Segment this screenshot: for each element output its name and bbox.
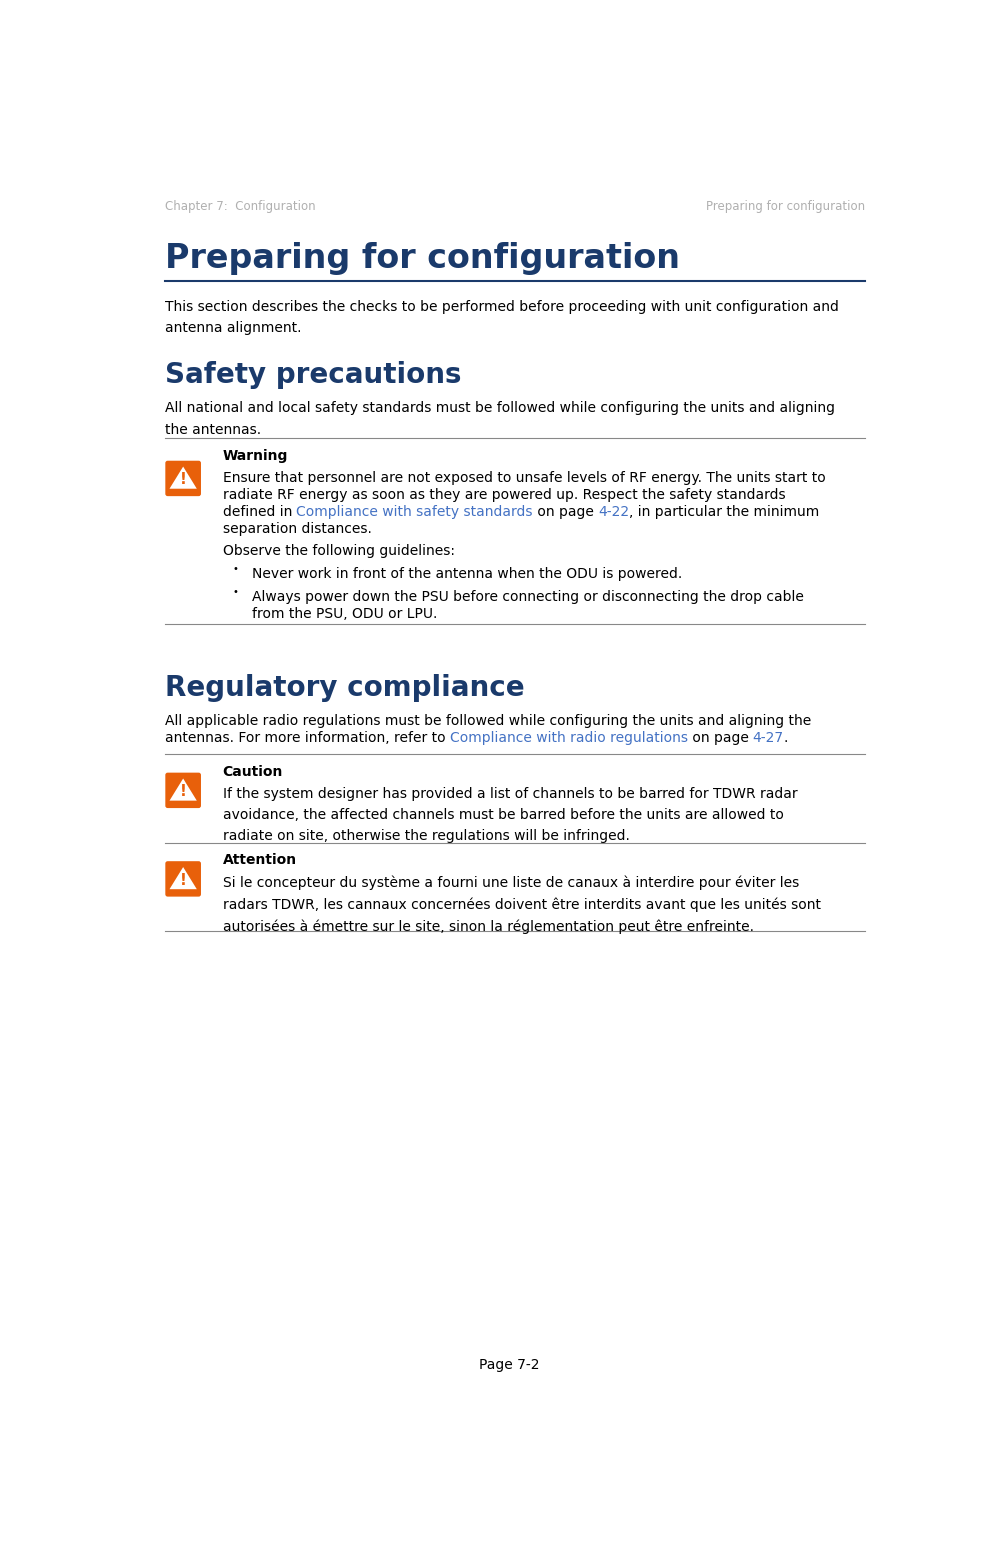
Text: All national and local safety standards must be followed while configuring the u: All national and local safety standards …	[165, 401, 835, 437]
Text: defined in: defined in	[223, 505, 296, 519]
Text: on page: on page	[533, 505, 598, 519]
Polygon shape	[171, 869, 195, 888]
Text: •: •	[233, 588, 239, 597]
Text: .: .	[784, 731, 788, 745]
Text: This section describes the checks to be performed before proceeding with unit co: This section describes the checks to be …	[165, 300, 838, 334]
Polygon shape	[171, 468, 195, 488]
Text: !: !	[180, 872, 187, 888]
Text: Always power down the PSU before connecting or disconnecting the drop cable: Always power down the PSU before connect…	[252, 591, 804, 605]
Text: !: !	[180, 473, 187, 487]
Text: Page 7-2: Page 7-2	[479, 1358, 540, 1372]
Text: All applicable radio regulations must be followed while configuring the units an: All applicable radio regulations must be…	[165, 714, 811, 728]
Text: antennas. For more information, refer to: antennas. For more information, refer to	[165, 731, 449, 745]
Text: Ensure that personnel are not exposed to unsafe levels of RF energy. The units s: Ensure that personnel are not exposed to…	[223, 471, 825, 485]
FancyBboxPatch shape	[165, 460, 201, 496]
Text: , in particular the minimum: , in particular the minimum	[629, 505, 819, 519]
Text: Warning: Warning	[223, 449, 288, 463]
Text: Chapter 7:  Configuration: Chapter 7: Configuration	[165, 201, 315, 213]
Text: Caution: Caution	[223, 765, 283, 779]
Text: •: •	[233, 564, 239, 574]
Text: Preparing for configuration: Preparing for configuration	[165, 243, 680, 275]
Text: !: !	[180, 784, 187, 799]
Text: Safety precautions: Safety precautions	[165, 361, 461, 389]
Text: Attention: Attention	[223, 854, 297, 868]
Text: Compliance with safety standards: Compliance with safety standards	[296, 505, 533, 519]
Text: Preparing for configuration: Preparing for configuration	[706, 201, 865, 213]
FancyBboxPatch shape	[165, 861, 201, 897]
Text: 4-22: 4-22	[598, 505, 629, 519]
Text: Si le concepteur du système a fourni une liste de canaux à interdire pour éviter: Si le concepteur du système a fourni une…	[223, 875, 821, 933]
Text: radiate RF energy as soon as they are powered up. Respect the safety standards: radiate RF energy as soon as they are po…	[223, 488, 785, 502]
Text: If the system designer has provided a list of channels to be barred for TDWR rad: If the system designer has provided a li…	[223, 787, 797, 843]
FancyBboxPatch shape	[165, 773, 201, 809]
Text: separation distances.: separation distances.	[223, 521, 372, 535]
Text: Observe the following guidelines:: Observe the following guidelines:	[223, 544, 454, 558]
Text: Never work in front of the antenna when the ODU is powered.: Never work in front of the antenna when …	[252, 568, 682, 582]
Text: from the PSU, ODU or LPU.: from the PSU, ODU or LPU.	[252, 606, 437, 620]
Text: on page: on page	[688, 731, 752, 745]
Text: Regulatory compliance: Regulatory compliance	[165, 673, 524, 703]
Text: 4-27: 4-27	[752, 731, 784, 745]
Text: Compliance with radio regulations: Compliance with radio regulations	[449, 731, 688, 745]
Polygon shape	[171, 781, 195, 799]
